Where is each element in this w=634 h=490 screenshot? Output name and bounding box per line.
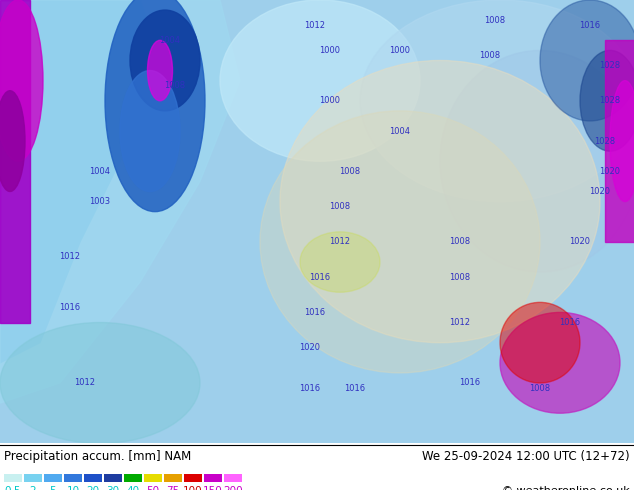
Text: 50: 50: [146, 486, 160, 490]
Text: 150: 150: [203, 486, 223, 490]
Text: 1003: 1003: [89, 197, 110, 206]
Text: 1008: 1008: [479, 51, 501, 60]
Text: 1008: 1008: [164, 81, 186, 90]
Text: 1012: 1012: [60, 252, 81, 262]
Text: 1004: 1004: [389, 126, 410, 136]
Bar: [204, 474, 222, 482]
Text: 1012: 1012: [450, 318, 470, 327]
Text: 1020: 1020: [590, 187, 611, 196]
Ellipse shape: [148, 40, 172, 101]
Bar: [4, 474, 22, 482]
Text: 100: 100: [183, 486, 203, 490]
Text: 1012: 1012: [304, 21, 325, 30]
Text: 1008: 1008: [529, 384, 550, 392]
Text: 1004: 1004: [160, 36, 181, 45]
Bar: [144, 474, 162, 482]
Ellipse shape: [300, 232, 380, 292]
Ellipse shape: [0, 0, 43, 161]
Text: 1008: 1008: [330, 202, 351, 211]
Text: 1008: 1008: [339, 167, 361, 176]
Text: 1004: 1004: [89, 167, 110, 176]
Ellipse shape: [610, 81, 634, 201]
Bar: [184, 474, 202, 482]
Text: 75: 75: [166, 486, 179, 490]
Text: 1016: 1016: [460, 378, 481, 388]
Ellipse shape: [360, 0, 634, 201]
Text: 1016: 1016: [304, 308, 326, 317]
Text: 1016: 1016: [579, 21, 600, 30]
Text: 40: 40: [126, 486, 139, 490]
Ellipse shape: [0, 322, 200, 443]
Bar: [104, 474, 122, 482]
Text: 1016: 1016: [559, 318, 581, 327]
Text: 1016: 1016: [344, 384, 366, 392]
Bar: [0, 0, 30, 322]
Ellipse shape: [220, 0, 420, 161]
Text: 1000: 1000: [389, 46, 410, 55]
Bar: [124, 474, 142, 482]
Text: 1020: 1020: [600, 167, 621, 176]
Text: 1012: 1012: [75, 378, 96, 388]
Text: 0.5: 0.5: [4, 486, 22, 490]
Bar: [64, 474, 82, 482]
Polygon shape: [0, 0, 240, 403]
Text: 1000: 1000: [320, 46, 340, 55]
Text: © weatheronline.co.uk: © weatheronline.co.uk: [502, 486, 630, 490]
Text: 1012: 1012: [330, 237, 351, 246]
Polygon shape: [0, 0, 160, 363]
Ellipse shape: [500, 302, 580, 383]
Text: 200: 200: [223, 486, 243, 490]
Text: 30: 30: [107, 486, 120, 490]
Text: 1028: 1028: [595, 137, 616, 146]
Text: Precipitation accum. [mm] NAM: Precipitation accum. [mm] NAM: [4, 449, 191, 463]
Text: 1008: 1008: [450, 237, 470, 246]
Text: 1020: 1020: [299, 343, 321, 352]
Ellipse shape: [260, 111, 540, 373]
Ellipse shape: [105, 0, 205, 212]
Bar: [24, 474, 42, 482]
Text: 5: 5: [49, 486, 56, 490]
Ellipse shape: [280, 60, 600, 343]
Text: 1016: 1016: [299, 384, 321, 392]
Bar: [224, 474, 242, 482]
Text: 1008: 1008: [450, 272, 470, 282]
Text: 1020: 1020: [569, 237, 590, 246]
Text: 1028: 1028: [599, 61, 621, 70]
Ellipse shape: [540, 0, 634, 121]
Ellipse shape: [0, 91, 25, 192]
Text: 20: 20: [86, 486, 100, 490]
Bar: [605, 40, 634, 242]
Ellipse shape: [120, 71, 180, 192]
Ellipse shape: [580, 50, 634, 151]
Ellipse shape: [500, 313, 620, 413]
Bar: [84, 474, 102, 482]
Ellipse shape: [130, 10, 200, 111]
Ellipse shape: [440, 50, 634, 272]
Bar: [44, 474, 62, 482]
Text: We 25-09-2024 12:00 UTC (12+72): We 25-09-2024 12:00 UTC (12+72): [422, 449, 630, 463]
Text: 1000: 1000: [320, 96, 340, 105]
Text: 1028: 1028: [599, 96, 621, 105]
Text: 1016: 1016: [309, 272, 330, 282]
Text: 10: 10: [67, 486, 79, 490]
Text: 1016: 1016: [60, 303, 81, 312]
Text: 2: 2: [30, 486, 36, 490]
Bar: [164, 474, 182, 482]
Text: 1008: 1008: [484, 16, 505, 24]
